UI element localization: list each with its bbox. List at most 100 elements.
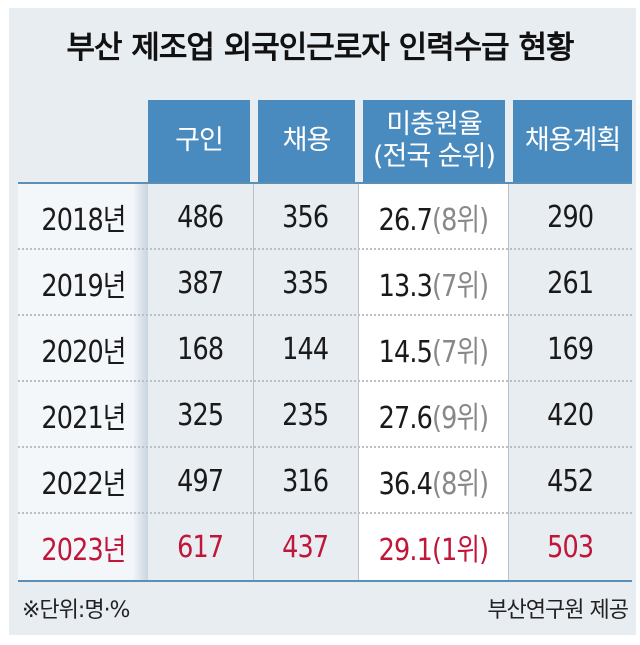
year-cell: 2021년 [18, 382, 148, 448]
table-row: 2023년 617 437 29.1(1위) 503 [18, 514, 632, 580]
cell-text: 168 [177, 331, 224, 367]
rate-cell: 13.3(7위) [358, 250, 508, 316]
plan-cell: 420 [508, 382, 632, 448]
cell-value: 27.6 [378, 401, 432, 436]
cell-text: 497 [177, 464, 224, 499]
cell-text: 316 [282, 464, 329, 499]
plan-cell: 290 [508, 184, 632, 250]
cell-text: 14.5(7위) [378, 327, 488, 371]
rate-cell: 27.6(9위) [358, 382, 508, 448]
cell-text: 335 [282, 266, 329, 301]
cell-text: 452 [546, 463, 594, 499]
cell-text: 29.1(1위) [378, 525, 488, 569]
cell-value: 261 [546, 265, 594, 301]
header-label: 채용 [282, 125, 332, 156]
row-divider [18, 380, 632, 382]
row-divider [18, 314, 632, 316]
cell-value: 168 [177, 331, 224, 367]
column-divider [508, 184, 509, 580]
plan-cell: 261 [508, 250, 632, 316]
cell-text: 290 [546, 199, 594, 235]
year-cell: 2022년 [18, 448, 148, 514]
national-rank: (8위) [431, 203, 489, 238]
table-row: 2018년 486 356 26.7(8위) 290 [18, 184, 632, 250]
plan-column-bg [508, 184, 632, 580]
row-divider [18, 248, 632, 250]
plan-cell: 169 [508, 316, 632, 382]
header-rate: 미충원율 (전국 순위) [363, 100, 505, 182]
hired-cell: 235 [253, 382, 358, 448]
cell-value: 169 [546, 331, 594, 367]
header-plan: 채용계획 [513, 100, 632, 182]
cell-text: 235 [282, 398, 329, 433]
openings-cell: 325 [148, 382, 253, 448]
year-cell: 2018년 [18, 184, 148, 250]
cell-value: 26.7 [378, 203, 432, 238]
table-row: 2019년 387 335 13.3(7위) 261 [18, 250, 632, 316]
cell-text: 503 [546, 529, 594, 565]
row-divider [18, 512, 632, 514]
cell-value: 2020년 [40, 335, 126, 370]
cell-value: 290 [546, 199, 594, 235]
openings-cell: 497 [148, 448, 253, 514]
cell-value: 387 [177, 265, 224, 301]
source-note: 부산연구원 제공 [487, 598, 629, 623]
cell-text: 169 [546, 331, 594, 367]
cell-value: 2021년 [40, 401, 126, 436]
cell-text: 2020년 [40, 327, 126, 371]
cell-text: 144 [282, 331, 329, 367]
cell-text: 27.6(9위) [378, 393, 488, 437]
cell-value: 14.5 [378, 335, 432, 370]
national-rank: (1위) [431, 533, 489, 568]
table-row: 2021년 325 235 27.6(9위) 420 [18, 382, 632, 448]
cell-value: 420 [546, 397, 594, 433]
cell-value: 36.4 [378, 467, 432, 502]
cell-text: 2018년 [40, 195, 126, 239]
cell-text: 486 [177, 200, 224, 235]
rate-cell: 26.7(8위) [358, 184, 508, 250]
cell-text: 387 [177, 265, 224, 301]
cell-value: 503 [546, 529, 594, 565]
year-cell: 2023년 [18, 514, 148, 580]
header-hired: 채용 [258, 100, 355, 182]
cell-value: 452 [546, 463, 594, 499]
openings-cell: 617 [148, 514, 253, 580]
hired-cell: 144 [253, 316, 358, 382]
cell-text: 2023년 [41, 525, 126, 569]
year-column-bg [18, 184, 148, 580]
cell-value: 29.1 [378, 533, 432, 568]
cell-text: 36.4(8위) [378, 459, 488, 503]
cell-value: 13.3 [378, 269, 432, 304]
cell-text: 325 [177, 398, 224, 433]
header-label: 미충원율 [386, 109, 482, 140]
cell-value: 2018년 [40, 203, 126, 238]
cell-value: 144 [282, 331, 329, 367]
column-divider [358, 184, 359, 580]
hired-cell: 316 [253, 448, 358, 514]
national-rank: (7위) [431, 269, 489, 304]
chart-title: 부산 제조업 외국인근로자 인력수급 현황 [66, 30, 574, 66]
rate-cell: 14.5(7위) [358, 316, 508, 382]
unit-note: ※단위:명·% [22, 598, 130, 623]
rate-column-bg [358, 184, 508, 580]
rate-cell: 36.4(8위) [358, 448, 508, 514]
cell-text: 13.3(7위) [378, 261, 488, 305]
row-divider [18, 446, 632, 448]
cell-text: 420 [546, 397, 594, 433]
hired-cell: 335 [253, 250, 358, 316]
column-divider [253, 184, 254, 580]
national-rank: (7위) [431, 335, 489, 370]
table-row: 2022년 497 316 36.4(8위) 452 [18, 448, 632, 514]
header-rule [18, 182, 632, 184]
national-rank: (8위) [431, 467, 489, 502]
cell-value: 437 [282, 529, 329, 565]
cell-value: 2019년 [40, 269, 126, 304]
openings-cell: 168 [148, 316, 253, 382]
hired-cell: 437 [253, 514, 358, 580]
national-rank: (9위) [431, 401, 489, 436]
header-label: 채용계획 [524, 125, 621, 156]
cell-text: 2019년 [40, 261, 126, 305]
cell-text: 2021년 [40, 393, 126, 437]
openings-cell: 486 [148, 184, 253, 250]
hired-cell: 356 [253, 184, 358, 250]
